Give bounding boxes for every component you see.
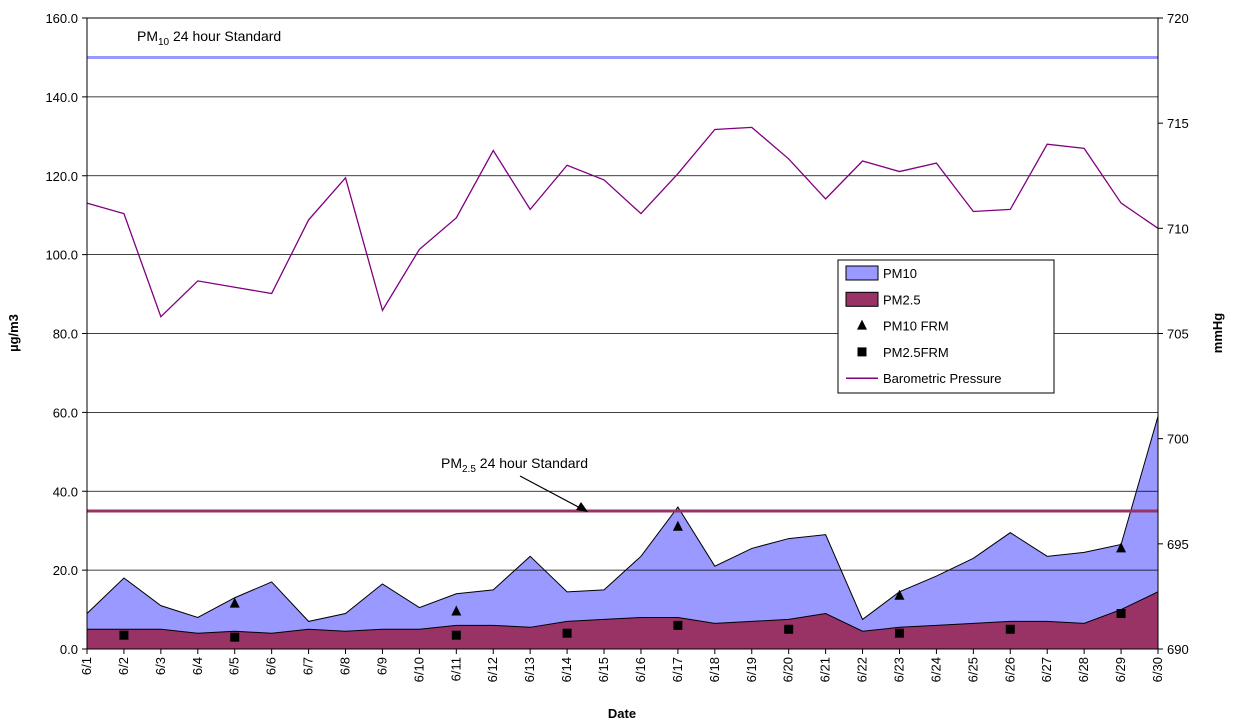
square-marker <box>1116 609 1126 619</box>
y-axis-title: µg/m3 <box>6 314 21 352</box>
y2-tick-label: 695 <box>1167 537 1189 552</box>
legend-label: Barometric Pressure <box>883 371 1001 386</box>
y2-tick-label: 690 <box>1167 642 1189 657</box>
y2-tick-label: 700 <box>1167 432 1189 447</box>
square-marker <box>894 628 904 638</box>
y-tick-label: 80.0 <box>53 327 78 342</box>
x-tick-label: 6/8 <box>338 657 353 675</box>
annotation-arrow <box>519 475 585 511</box>
x-tick-label: 6/15 <box>596 657 611 682</box>
legend-label: PM2.5 <box>883 292 921 307</box>
x-tick-label: 6/23 <box>891 657 906 682</box>
legend-box <box>837 259 1055 394</box>
annotation-part: 2.5 <box>462 464 476 475</box>
x-tick-label: 6/13 <box>522 657 537 682</box>
legend-label: PM2.5FRM <box>883 345 949 360</box>
x-tick-label: 6/4 <box>190 657 205 675</box>
x-tick-label: 6/14 <box>559 657 574 682</box>
square-marker <box>230 632 240 642</box>
legend-swatch <box>857 319 867 330</box>
y-tick-label: 20.0 <box>53 563 78 578</box>
annotation: PM2.5 24 hour Standard <box>441 455 588 475</box>
square-marker <box>119 630 129 640</box>
arrow-head <box>576 502 588 512</box>
y2-axis-title: mmHg <box>1210 313 1225 354</box>
square-marker <box>673 620 683 630</box>
x-tick-label: 6/21 <box>818 657 833 682</box>
legend-label: PM10 FRM <box>883 319 949 334</box>
y2-tick-label: 705 <box>1167 327 1189 342</box>
y-tick-label: 140.0 <box>45 90 78 105</box>
triangle-marker <box>672 520 683 531</box>
x-tick-label: 6/16 <box>633 657 648 682</box>
x-tick-label: 6/26 <box>1002 657 1017 682</box>
triangle-marker <box>451 605 462 616</box>
x-tick-label: 6/22 <box>855 657 870 682</box>
annotation-part: 24 hour Standard <box>169 28 281 44</box>
annotation: PM10 24 hour Standard <box>137 28 281 48</box>
legend-swatch <box>845 291 879 307</box>
x-tick-label: 6/11 <box>448 657 463 681</box>
triangle-marker <box>1116 542 1127 553</box>
y-tick-label: 120.0 <box>45 169 78 184</box>
square-marker <box>562 628 572 638</box>
annotation-part: 24 hour Standard <box>476 455 588 471</box>
area <box>86 416 1159 650</box>
y2-tick-label: 710 <box>1167 221 1189 236</box>
plot-frame <box>86 17 1159 650</box>
x-tick-label: 6/12 <box>485 657 500 682</box>
x-tick-label: 6/30 <box>1150 657 1165 682</box>
legend: PM10 PM2.5 PM10 FRM PM2.5FRM Barometric Pres… <box>837 259 1055 394</box>
y-tick-label: 0.0 <box>60 642 78 657</box>
legend-label: PM10 <box>883 266 917 281</box>
x-tick-label: 6/20 <box>781 657 796 682</box>
y2-tick-label: 715 <box>1167 116 1189 131</box>
annotation-part: PM <box>137 28 158 44</box>
x-tick-label: 6/25 <box>965 657 980 682</box>
x-tick-label: 6/24 <box>928 657 943 682</box>
square-marker <box>1005 624 1015 634</box>
triangle-marker <box>229 597 240 608</box>
x-tick-label: 6/10 <box>411 657 426 682</box>
x-tick-label: 6/9 <box>374 657 389 675</box>
x-tick-label: 6/7 <box>301 657 316 675</box>
legend-swatch <box>845 265 879 281</box>
x-axis-title: Date <box>608 706 636 721</box>
x-tick-label: 6/6 <box>264 657 279 675</box>
x-tick-label: 6/29 <box>1113 657 1128 682</box>
x-tick-label: 6/3 <box>153 657 168 675</box>
x-tick-label: 6/27 <box>1039 657 1054 682</box>
legend-swatch <box>857 347 867 357</box>
line <box>86 126 1159 318</box>
area <box>86 591 1159 650</box>
x-tick-label: 6/5 <box>227 657 242 675</box>
annotation-part: PM <box>441 455 462 471</box>
y-tick-label: 60.0 <box>53 405 78 420</box>
x-tick-label: 6/2 <box>116 657 131 675</box>
x-tick-label: 6/19 <box>744 657 759 682</box>
y2-tick-label: 720 <box>1167 11 1189 26</box>
annotation-part: 10 <box>158 37 170 48</box>
y-tick-label: 100.0 <box>45 248 78 263</box>
triangle-marker <box>894 589 905 600</box>
y-tick-label: 40.0 <box>53 484 78 499</box>
square-marker <box>451 630 461 640</box>
x-tick-label: 6/1 <box>79 657 94 675</box>
x-tick-label: 6/18 <box>707 657 722 682</box>
square-marker <box>784 624 794 634</box>
y-tick-label: 160.0 <box>45 11 78 26</box>
x-tick-label: 6/28 <box>1076 657 1091 682</box>
x-tick-label: 6/17 <box>670 657 685 682</box>
